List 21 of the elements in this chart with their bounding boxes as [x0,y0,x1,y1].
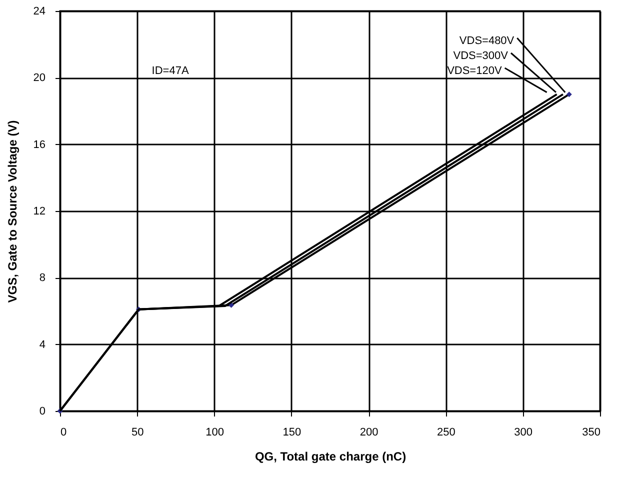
x-tick-label: 350 [582,426,600,438]
x-axis-title: QG, Total gate charge (nC) [254,450,406,464]
text: VDS=300V [453,50,509,62]
y-tick-label: 12 [33,206,46,218]
x-tick-label: 300 [514,426,533,438]
annotation: ID=47A [152,65,190,77]
y-tick-label: 24 [33,6,46,18]
y-tick-label: 0 [39,406,46,418]
y-tick-label: 16 [33,138,46,151]
x-tick-label: 100 [206,426,224,438]
text: VDS=120V [447,65,502,77]
text: VDS=480V [459,35,515,47]
y-tick-label: 4 [39,338,46,351]
x-tick-label: 150 [282,426,302,438]
y-axis-title: VGS, Gate to Source Voltage (V) [5,120,20,303]
x-tick-label: 0 [60,426,67,438]
y-tick-label: 8 [39,272,46,284]
x-tick-label: 200 [360,426,378,438]
x-tick-label: 50 [132,426,144,438]
y-tick-label: 20 [33,72,46,84]
x-tick-label: 250 [437,426,456,438]
